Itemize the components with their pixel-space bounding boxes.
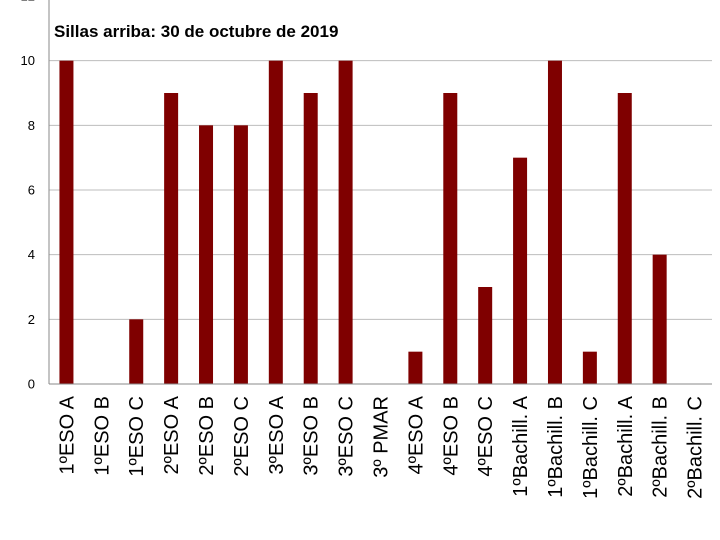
bars [59,60,667,385]
y-tick-label: 10 [21,53,35,68]
bar [303,93,318,384]
x-tick-label: 2ºBachill. C [685,396,707,499]
chart-title: Sillas arriba: 30 de octubre de 2019 [54,22,339,41]
x-tick-label: 2ºBachill. B [650,396,672,498]
bar [443,93,458,384]
x-tick-label: 1ºBachill. C [580,396,602,499]
bar [233,125,248,384]
x-tick-label: 1ºESO B [91,396,113,476]
y-tick-label: 6 [28,183,35,198]
x-tick-label: 3ºESO B [301,396,323,476]
x-tick-label: 4ºESO A [405,395,427,474]
y-tick-label: 8 [28,118,35,133]
bar [582,351,597,384]
y-tick-label: 12 [21,0,35,4]
bar [268,60,283,385]
bar [617,93,632,384]
x-tick-label: 1ºBachill. B [545,396,567,498]
x-tick-label: 3ºESO C [336,396,358,477]
y-tick-label: 0 [28,377,35,392]
y-tick-label: 2 [28,312,35,327]
y-axis-ticks: 0 2 4 6 8 10 12 [21,0,35,392]
bar [59,60,74,385]
bar [547,60,562,385]
bar [652,254,667,384]
x-axis-ticks: 1ºESO A 1ºESO B 1ºESO C 2ºESO A 2ºESO B 2ºESO… [56,395,706,499]
bar [513,157,528,384]
x-tick-label: 2ºBachill. A [615,395,637,496]
axes [48,0,712,385]
x-tick-label: 1ºESO C [126,396,148,477]
x-tick-label: 4ºESO C [475,396,497,477]
bar [129,319,144,384]
x-tick-label: 4ºESO B [440,396,462,476]
x-tick-label: 2ºESO C [231,396,253,477]
bar [164,93,179,384]
x-tick-label: 3º PMAR [371,396,393,478]
x-tick-label: 2ºESO B [196,396,218,476]
bar [199,125,214,384]
x-tick-label: 2ºESO A [161,395,183,474]
x-tick-label: 3ºESO A [266,395,288,474]
x-tick-label: 1ºESO A [56,395,78,474]
bar [338,60,353,385]
bar [408,351,423,384]
y-tick-label: 4 [28,247,35,262]
x-tick-label: 1ºBachill. A [510,395,532,496]
bar [478,287,493,384]
gridlines [49,60,712,320]
